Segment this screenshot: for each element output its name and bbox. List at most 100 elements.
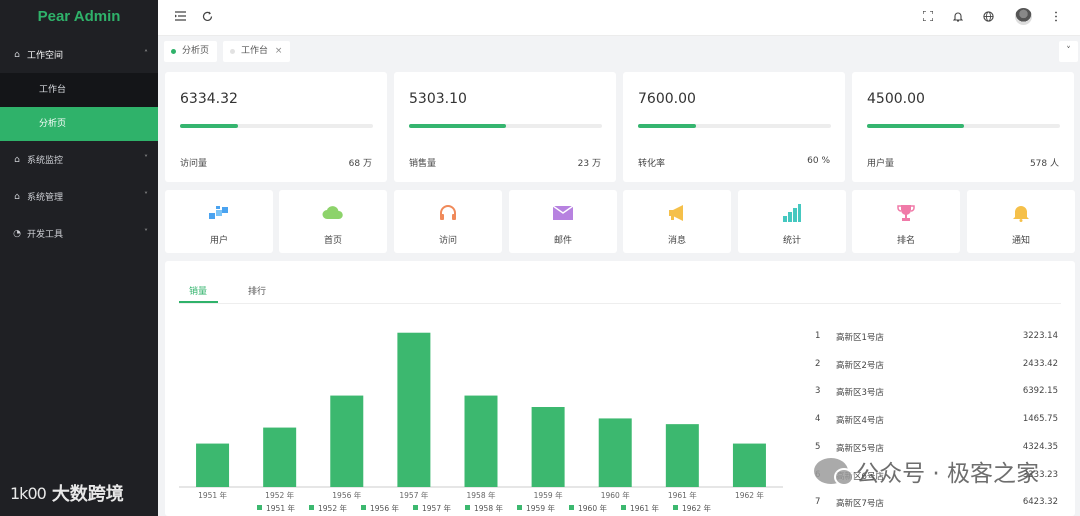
ranking-row: 2 高新区2号店 2433.42 [815,359,1065,373]
ranking-row: 7 高新区7号店 6423.32 [815,497,1065,511]
legend-label[interactable]: 1959 年 [526,503,555,513]
ranking-amount: 2433.42 [1022,358,1058,369]
legend-label[interactable]: 1958 年 [474,503,503,513]
tab-label: 分析页 [182,46,210,56]
ranking-number: 4 [815,414,821,425]
stat-progress [180,124,373,128]
stat-progress [867,124,1060,128]
app-logo[interactable]: Pear Admin [37,8,121,25]
chart-bar[interactable] [665,424,699,487]
users-icon [165,204,273,222]
stat-progress-fill [638,124,696,128]
watermark-right-text: 公众号 · 极客之家 [856,461,1039,487]
tabs-dropdown-button[interactable]: ˅ [1059,41,1078,62]
panel-tab-sales[interactable]: 销量 [189,287,208,297]
sidebar-group-monitor[interactable]: ⌂ 系统监控 ˅ [0,141,158,178]
legend-label[interactable]: 1962 年 [682,503,711,513]
shortcut-statistics[interactable]: 统计 [738,190,846,253]
shortcut-notify[interactable]: 通知 [967,190,1075,253]
stat-unit: 578 人 [1029,159,1059,169]
chart-bar[interactable] [397,332,431,487]
ranking-store-name: 高新区6号店 [836,471,884,482]
x-tick-label: 1956 年 [332,490,361,500]
watermark-left: 1k00 大数跨境 [10,480,124,506]
x-tick-label: 1952 年 [265,490,294,500]
stat-label: 访问量 [180,159,208,169]
chart-bar[interactable] [732,443,766,487]
cloud-icon [279,204,387,222]
shortcut-home[interactable]: 首页 [279,190,387,253]
sidebar-group-workspace[interactable]: ⌂ 工作空间 ˄ [0,36,158,73]
menu-toggle-icon[interactable] [175,11,186,24]
bell-icon[interactable] [952,11,964,25]
stat-progress-fill [409,124,506,128]
shortcut-visit[interactable]: 访问 [394,190,502,253]
legend-label[interactable]: 1960 年 [578,503,607,513]
tab-divider [179,303,1061,304]
ranking-amount: 1465.75 [1022,414,1058,425]
ranking-store-name: 高新区7号店 [836,499,884,510]
shortcut-mail[interactable]: 邮件 [509,190,617,253]
sales-bar-chart: 1951 年 1952 年 1956 年 1957 年 1958 年 1959 年 1960… [179,332,783,513]
ranking-amount: 4324.35 [1022,441,1058,452]
chart-bar[interactable] [598,418,632,487]
stat-card-users: 4500.00 用户量 578 人 [852,72,1074,182]
refresh-icon[interactable] [202,11,213,25]
tabs-bar: 分析页 工作台 × ˅ [158,37,1080,65]
legend-swatch[interactable] [569,505,574,510]
stat-value: 7600.00 [638,91,696,107]
sidebar-group-label: 开发工具 [27,230,64,240]
shortcut-users[interactable]: 用户 [165,190,273,253]
legend-swatch[interactable] [621,505,626,510]
ranking-amount: 6423.32 [1022,497,1058,508]
chart-bar[interactable] [531,407,565,487]
wechat-icon [814,458,855,486]
legend-label[interactable]: 1951 年 [266,503,295,513]
tab-analysis[interactable]: 分析页 [164,41,218,62]
legend-label[interactable]: 1957 年 [422,503,451,513]
chevron-up-icon: ˄ [144,49,148,58]
headset-icon [394,204,502,222]
chart-bar[interactable] [263,427,297,487]
x-tick-label: 1961 年 [668,490,697,500]
legend-swatch[interactable] [517,505,522,510]
chart-bar[interactable] [196,443,230,487]
shortcut-message[interactable]: 消息 [623,190,731,253]
sidebar-group-label: 工作空间 [27,51,64,61]
x-tick-label: 1960 年 [601,490,630,500]
watermark-logo: 1k00 [10,483,47,503]
home-icon: ⌂ [14,49,20,60]
chart-bar[interactable] [330,395,364,487]
close-icon[interactable]: × [274,46,283,56]
globe-icon[interactable] [983,11,994,25]
sidebar-group-system[interactable]: ⌂ 系统管理 ˅ [0,178,158,215]
x-tick-label: 1962 年 [735,490,764,500]
legend-swatch[interactable] [361,505,366,510]
legend-swatch[interactable] [309,505,314,510]
sidebar-item-analysis[interactable]: 分析页 [0,107,158,141]
panel-tab-ranking[interactable]: 排行 [248,287,267,297]
chart-bar[interactable] [464,395,498,487]
avatar[interactable] [1015,8,1032,25]
shortcut-label: 访问 [438,236,457,246]
sidebar-item-workbench[interactable]: 工作台 [39,85,67,95]
sidebar-group-devtools[interactable]: ◔ 开发工具 ˅ [0,215,158,252]
chevron-down-icon: ˅ [144,154,148,163]
legend-swatch[interactable] [413,505,418,510]
legend-swatch[interactable] [257,505,262,510]
stat-unit: 68 万 [348,159,372,169]
ranking-amount: 6392.15 [1022,386,1058,397]
more-vertical-icon[interactable] [1054,11,1058,25]
chevron-down-icon: ˅ [144,228,148,237]
stat-label: 用户量 [867,159,895,169]
legend-label[interactable]: 1956 年 [370,503,399,513]
fullscreen-icon[interactable] [922,10,934,24]
legend-swatch[interactable] [673,505,678,510]
legend-label[interactable]: 1961 年 [630,503,659,513]
shortcut-ranking[interactable]: 排名 [852,190,960,253]
tab-workbench[interactable]: 工作台 × [223,41,291,62]
mail-icon [509,204,617,222]
legend-label[interactable]: 1952 年 [318,503,347,513]
legend-swatch[interactable] [465,505,470,510]
sidebar-submenu: 工作台 分析页 [0,73,158,141]
